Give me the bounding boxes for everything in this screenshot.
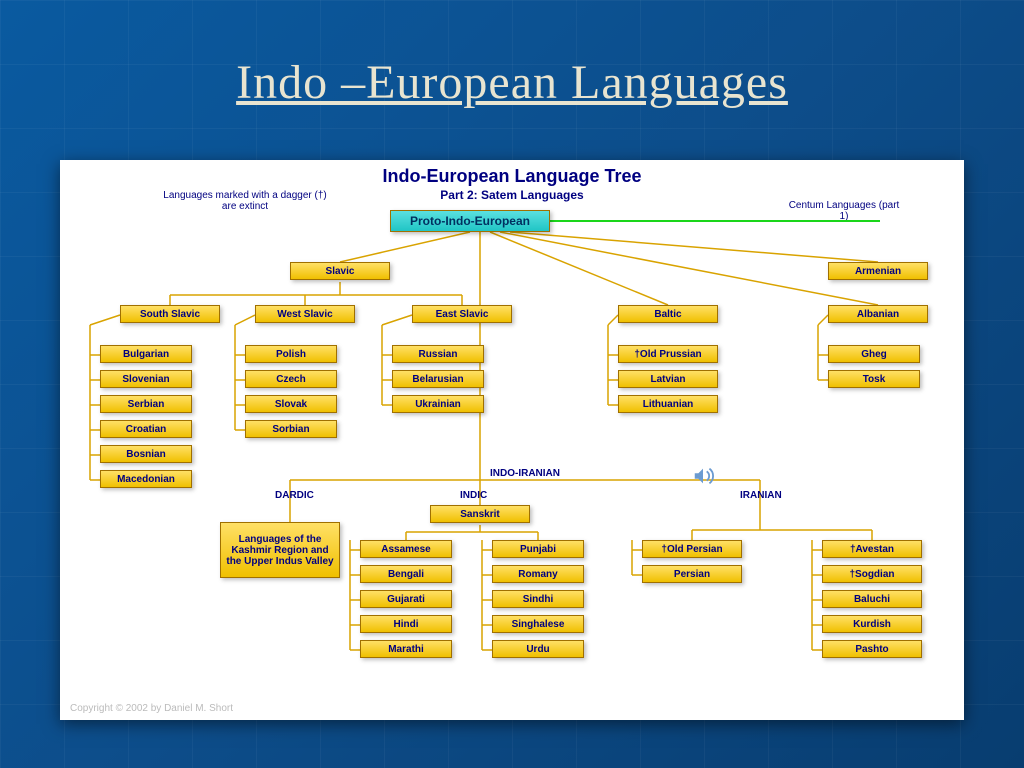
node-macedonian: Macedonian [100, 470, 192, 488]
language-tree: Indo-European Language Tree Part 2: Sate… [60, 160, 964, 720]
section-indic: INDIC [460, 490, 487, 501]
node-south-slavic: South Slavic [120, 305, 220, 323]
node-baluchi: Baluchi [822, 590, 922, 608]
node--avestan: †Avestan [822, 540, 922, 558]
node-persian: Persian [642, 565, 742, 583]
node-kurdish: Kurdish [822, 615, 922, 633]
node-bosnian: Bosnian [100, 445, 192, 463]
node-gujarati: Gujarati [360, 590, 452, 608]
node-belarusian: Belarusian [392, 370, 484, 388]
node-slavic: Slavic [290, 262, 390, 280]
node-gheg: Gheg [828, 345, 920, 363]
node-croatian: Croatian [100, 420, 192, 438]
node-slovenian: Slovenian [100, 370, 192, 388]
slide: Indo –European Languages Indo-European L… [0, 0, 1024, 768]
node--sogdian: †Sogdian [822, 565, 922, 583]
node-languages-of-the-kashmir-region-and-the-upper-indus-valley: Languages of the Kashmir Region and the … [220, 522, 340, 578]
node-bulgarian: Bulgarian [100, 345, 192, 363]
section-indo-iranian: INDO-IRANIAN [490, 468, 560, 479]
node-czech: Czech [245, 370, 337, 388]
node-root: Proto-Indo-European [390, 210, 550, 232]
node-west-slavic: West Slavic [255, 305, 355, 323]
node-polish: Polish [245, 345, 337, 363]
node-assamese: Assamese [360, 540, 452, 558]
node--old-persian: †Old Persian [642, 540, 742, 558]
node-lithuanian: Lithuanian [618, 395, 718, 413]
section-dardic: DARDIC [275, 490, 314, 501]
node-hindi: Hindi [360, 615, 452, 633]
node-russian: Russian [392, 345, 484, 363]
node-ukrainian: Ukrainian [392, 395, 484, 413]
node-pashto: Pashto [822, 640, 922, 658]
copyright: Copyright © 2002 by Daniel M. Short [70, 703, 233, 714]
node-sanskrit: Sanskrit [430, 505, 530, 523]
node-punjabi: Punjabi [492, 540, 584, 558]
node-slovak: Slovak [245, 395, 337, 413]
node-baltic: Baltic [618, 305, 718, 323]
section-iranian: IRANIAN [740, 490, 782, 501]
node-latvian: Latvian [618, 370, 718, 388]
node-albanian: Albanian [828, 305, 928, 323]
node-bengali: Bengali [360, 565, 452, 583]
node-tosk: Tosk [828, 370, 920, 388]
speaker-icon[interactable] [692, 465, 714, 487]
tree-edges [60, 160, 964, 720]
node-urdu: Urdu [492, 640, 584, 658]
node--old-prussian: †Old Prussian [618, 345, 718, 363]
node-sorbian: Sorbian [245, 420, 337, 438]
node-sindhi: Sindhi [492, 590, 584, 608]
node-marathi: Marathi [360, 640, 452, 658]
node-serbian: Serbian [100, 395, 192, 413]
node-romany: Romany [492, 565, 584, 583]
node-east-slavic: East Slavic [412, 305, 512, 323]
node-singhalese: Singhalese [492, 615, 584, 633]
slide-title: Indo –European Languages [0, 55, 1024, 110]
chart-container: Indo-European Language Tree Part 2: Sate… [60, 160, 964, 720]
node-armenian: Armenian [828, 262, 928, 280]
